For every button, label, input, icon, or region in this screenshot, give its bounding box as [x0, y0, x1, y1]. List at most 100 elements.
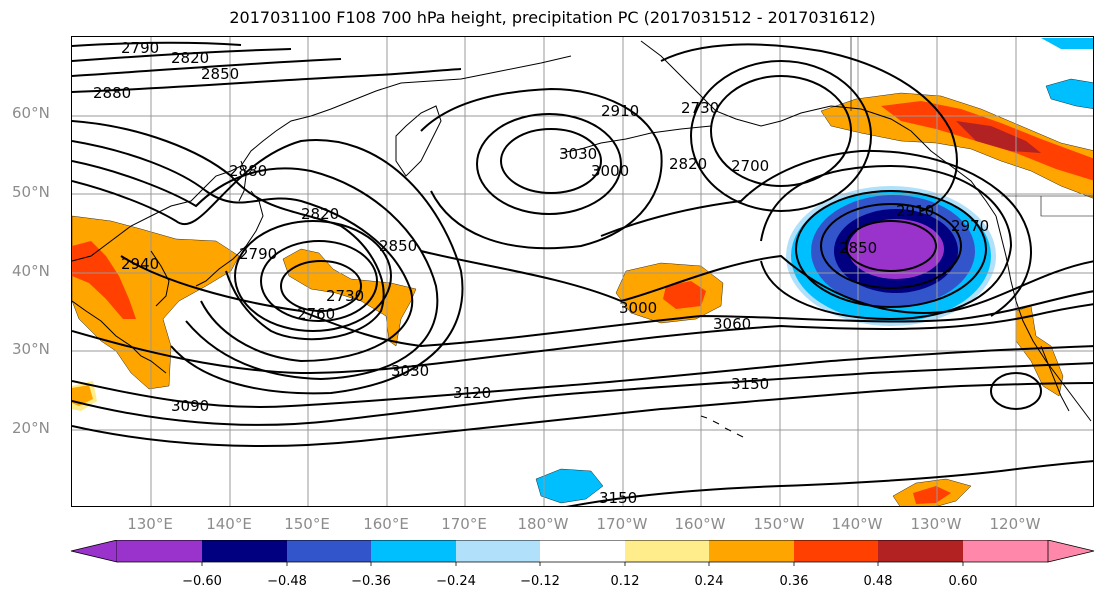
lon-label-150w: 150°W	[753, 515, 805, 533]
contour-low-3030	[500, 128, 602, 194]
contour-high-california	[990, 372, 1042, 410]
contour-label-2970: 2970	[951, 217, 989, 235]
coastline-japan	[195, 190, 264, 287]
coastline-aleutians	[560, 125, 712, 154]
lon-label-140w: 140°W	[831, 515, 883, 533]
colorbar-segment-7	[625, 540, 709, 562]
lon-label-180w: 180°W	[517, 515, 569, 533]
contour-label-3150-east: 3150	[731, 375, 769, 393]
precip-positive-alaska-darkcore	[956, 121, 1041, 153]
precip-positive-alaska-band	[820, 92, 1093, 199]
colorbar	[70, 540, 1095, 566]
contour-2820	[72, 48, 292, 62]
coastlines	[72, 37, 1093, 438]
colorbar-segment-5	[456, 540, 540, 562]
contour-label-3030-west: 3030	[391, 362, 429, 380]
coastline-alaska	[640, 40, 997, 217]
coastline-east-asia	[72, 55, 572, 262]
coastline-korea	[150, 250, 170, 307]
contour-label-3150-south: 3150	[599, 489, 637, 507]
lat-label-60n: 60°N	[12, 104, 50, 122]
precip-positive-east-asia-core	[72, 241, 136, 319]
precip-positive-central-pacific-core	[663, 281, 706, 309]
coastline-kamchatka	[395, 105, 442, 177]
colorbar-segment-2	[202, 540, 287, 562]
contour-low-2730	[280, 260, 362, 312]
contour-3120	[72, 362, 1093, 426]
colorbar-tick-label: 0.48	[863, 574, 893, 589]
contour-label-2820-nw: 2820	[171, 49, 209, 67]
contour-label-2730-trough: 2730	[326, 287, 364, 305]
contour-label-3000-central: 3000	[619, 299, 657, 317]
contour-label-2880-japan: 2880	[229, 162, 267, 180]
colorbar-tick-label: 0.36	[779, 574, 809, 589]
contour-label-2880-nw: 2880	[93, 84, 131, 102]
contour-labels: 2790 2820 2850 2880 2880 2820 2790 2850 …	[93, 39, 989, 507]
precip-negative-canada	[1045, 78, 1093, 109]
contour-label-2820-trough: 2820	[301, 205, 339, 223]
contour-trough-2880	[72, 160, 439, 381]
contour-label-3060: 3060	[713, 315, 751, 333]
contour-2850	[72, 58, 342, 77]
contour-label-3090: 3090	[171, 397, 209, 415]
lon-label-150e: 150°E	[284, 515, 330, 533]
contour-label-2910-ridge: 2910	[601, 102, 639, 120]
colorbar-tick-label: −0.60	[182, 574, 222, 589]
contour-label-2910-cutoff: 2910	[896, 202, 934, 220]
colorbar-tick-label: 0.60	[948, 574, 978, 589]
lon-label-130e: 130°E	[127, 515, 173, 533]
colorbar-tick-label: −0.48	[267, 574, 307, 589]
lon-label-160w: 160°W	[674, 515, 726, 533]
precip-positive-east-asia	[72, 215, 240, 390]
lon-label-170w: 170°W	[596, 515, 648, 533]
contour-label-2850-trough: 2850	[379, 237, 417, 255]
coastline-sakhalin	[238, 160, 247, 202]
colorbar-extend-high	[1047, 540, 1095, 563]
lon-label-130w: 130°W	[910, 515, 962, 533]
lon-label-120w: 120°W	[989, 515, 1041, 533]
contour-gulf-low-2730	[690, 60, 872, 212]
contour-2790	[72, 41, 242, 47]
contour-low-3000	[476, 113, 622, 215]
lat-label-30n: 30°N	[12, 340, 50, 358]
contour-2970	[600, 149, 1032, 317]
contour-gulf-low-2700	[710, 75, 852, 187]
contour-3090	[72, 345, 1093, 408]
map-canvas: 2790 2820 2850 2880 2880 2820 2790 2850 …	[72, 37, 1093, 507]
contour-label-2730-gulf: 2730	[681, 99, 719, 117]
colorbar-segment-11	[963, 540, 1048, 562]
contour-label-2820-gulf: 2820	[669, 155, 707, 173]
coastline-china	[72, 300, 167, 374]
colorbar-segment-6	[540, 540, 625, 562]
lat-label-40n: 40°N	[12, 262, 50, 280]
contour-cutoff-2910	[795, 190, 987, 308]
contour-3000	[420, 250, 1093, 314]
height-contours	[72, 41, 1093, 506]
contour-cutoff-2850	[845, 220, 937, 272]
contour-label-2760: 2760	[297, 305, 335, 323]
colorbar-tick-label: 0.12	[610, 574, 640, 589]
colorbar-segment-10	[878, 540, 963, 562]
contour-trough-2910	[72, 139, 464, 395]
colorbar-tick-label: −0.12	[520, 574, 560, 589]
contour-3150-south	[566, 460, 1093, 506]
map-panel: 2790 2820 2850 2880 2880 2820 2790 2850 …	[71, 36, 1094, 507]
contour-label-2790-nw: 2790	[121, 39, 159, 57]
colorbar-tick-label: 0.24	[694, 574, 724, 589]
lat-label-20n: 20°N	[12, 419, 50, 437]
contour-label-2850-nw: 2850	[201, 65, 239, 83]
lon-label-140e: 140°E	[206, 515, 252, 533]
colorbar-segment-9	[794, 540, 878, 562]
colorbar-segment-8	[709, 540, 794, 562]
precip-positive-east-asia-patch	[72, 385, 93, 406]
colorbar-tick-label: −0.36	[351, 574, 391, 589]
lat-label-50n: 50°N	[12, 183, 50, 201]
precip-positive-tropical-east-core	[913, 486, 951, 504]
contour-cutoff-2940	[760, 164, 1013, 321]
coastline-hawaii	[700, 415, 744, 438]
contour-low-2760	[260, 240, 378, 322]
contour-3150	[72, 382, 1093, 447]
colorbar-segment-1	[117, 540, 202, 562]
contour-label-2790-trough: 2790	[239, 245, 277, 263]
precip-negative-tropical	[535, 468, 604, 504]
